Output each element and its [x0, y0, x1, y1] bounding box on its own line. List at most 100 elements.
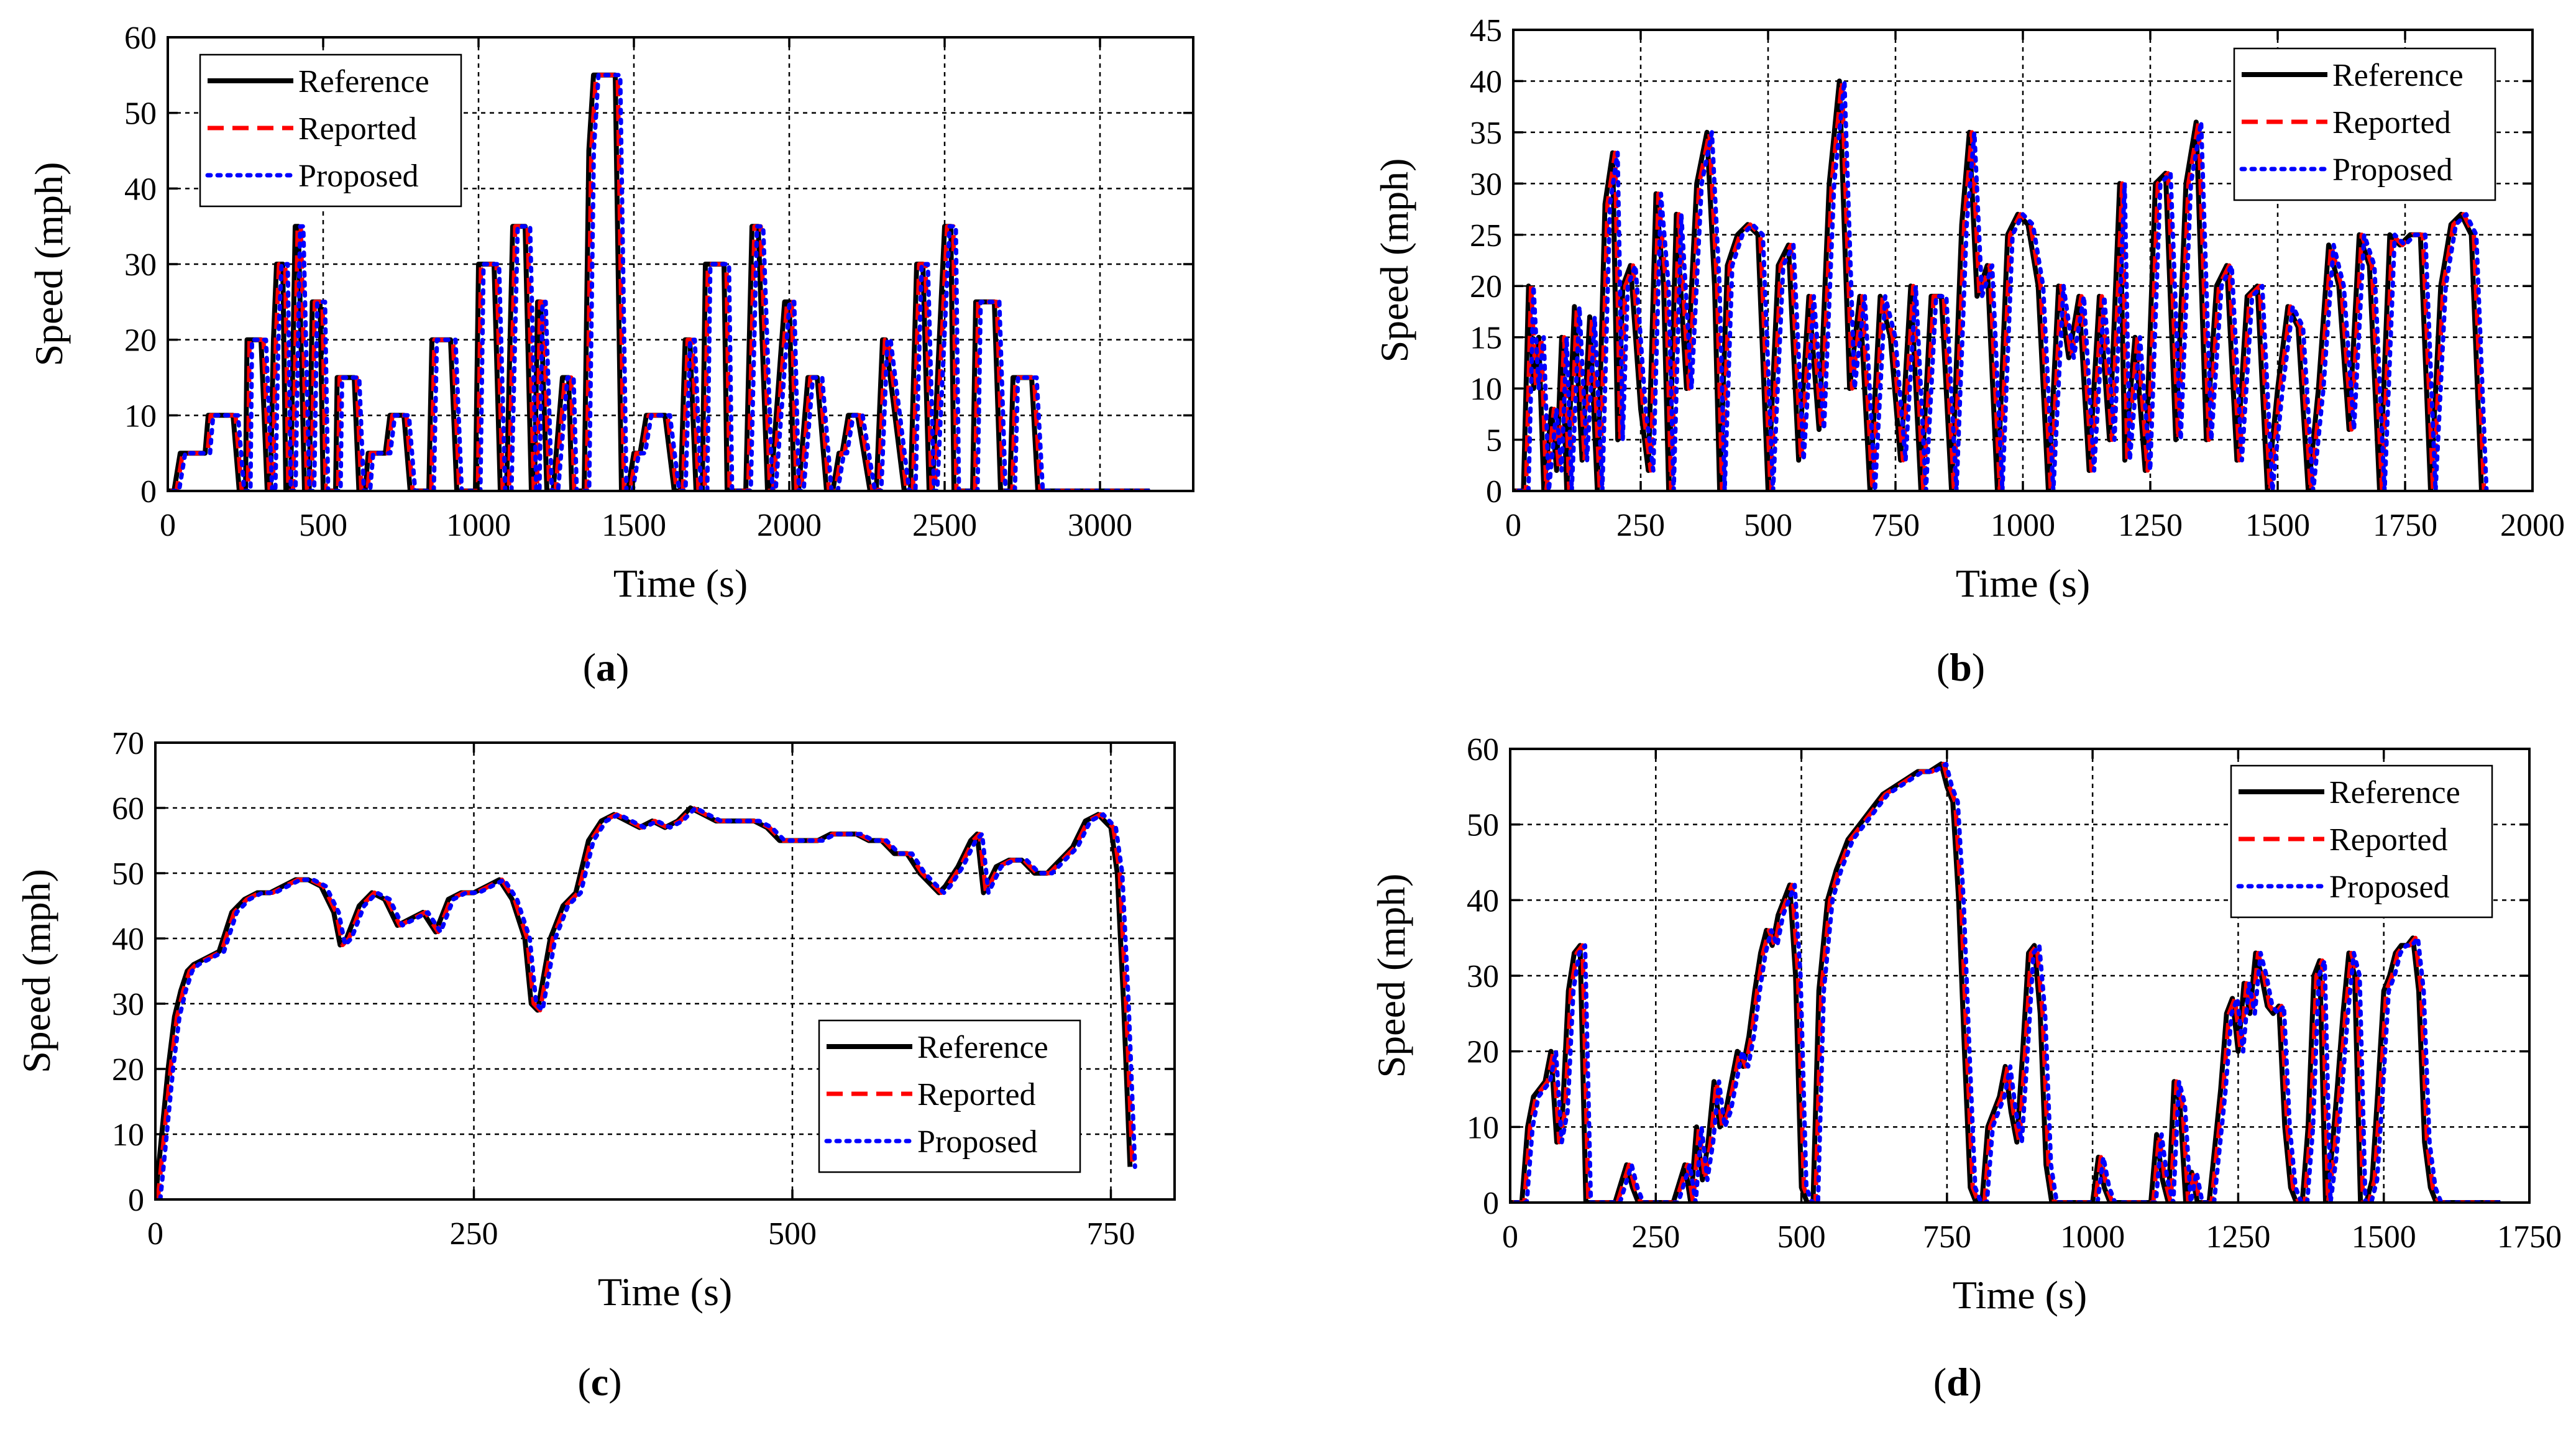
y-tick-label: 40	[1470, 64, 1502, 99]
panel-label: (d)	[1933, 1360, 1982, 1404]
y-tick-label: 15	[1470, 321, 1502, 356]
x-tick-label: 3000	[1068, 508, 1132, 543]
chart-panel-b: 0 250 500 750 1000 1250 1500 1750 2000 0 5 10 15 20 25…	[1372, 13, 2565, 689]
legend-label-reference: Reference	[917, 1030, 1048, 1065]
x-tick-label: 1250	[2118, 508, 2183, 543]
y-tick-label: 25	[1470, 218, 1502, 254]
x-tick-label: 1000	[446, 508, 511, 543]
y-tick-label: 5	[1486, 423, 1502, 459]
y-axis-label: Speed (mph)	[14, 869, 58, 1073]
series-line-proposed	[1516, 78, 2489, 491]
series-line-reference	[1513, 78, 2484, 491]
y-tick-label: 70	[112, 726, 144, 761]
x-axis-label: Time (s)	[1953, 1273, 2087, 1317]
y-tick-label: 10	[1467, 1110, 1499, 1145]
x-tick-label: 1000	[2060, 1219, 2125, 1255]
legend: Reference Reported Proposed	[2233, 47, 2496, 201]
legend-label-reported: Reported	[2329, 822, 2448, 858]
y-tick-label: 40	[124, 172, 157, 207]
x-tick-label: 2500	[912, 508, 977, 543]
y-tick-label: 50	[124, 96, 157, 132]
y-tick-label: 20	[124, 323, 157, 359]
y-tick-label: 30	[1470, 167, 1502, 202]
y-tick-label: 0	[128, 1183, 144, 1218]
legend-label-proposed: Proposed	[2332, 152, 2453, 188]
y-tick-label: 40	[112, 922, 144, 957]
legend: Reference Reported Proposed	[818, 1019, 1081, 1173]
series-line-reported	[170, 73, 1152, 491]
x-tick-label: 500	[1744, 508, 1792, 543]
legend-label-proposed: Proposed	[2329, 869, 2450, 905]
chart-panel-d: 0 250 500 750 1000 1250 1500 1750 0 10 20 30 40 50 60 T…	[1369, 732, 2562, 1404]
legend-label-proposed: Proposed	[298, 158, 419, 194]
y-tick-label: 30	[112, 987, 144, 1022]
x-tick-label: 0	[160, 508, 176, 543]
y-tick-label: 30	[1467, 959, 1499, 994]
y-tick-label: 50	[1467, 808, 1499, 843]
y-tick-label: 60	[124, 21, 157, 56]
legend-label-reference: Reference	[2329, 775, 2460, 810]
x-tick-label: 1250	[2206, 1219, 2270, 1255]
series-line-proposed	[1513, 761, 2508, 1203]
x-tick-label: 1000	[1991, 508, 2055, 543]
y-tick-label: 20	[1470, 269, 1502, 305]
x-tick-label: 0	[1505, 508, 1521, 543]
x-tick-label: 0	[1502, 1219, 1518, 1255]
y-axis-label: Speed (mph)	[27, 162, 71, 367]
x-tick-label: 250	[450, 1216, 498, 1252]
y-tick-label: 10	[124, 398, 157, 434]
y-tick-label: 0	[1483, 1186, 1499, 1221]
y-axis-label: Speed (mph)	[1369, 874, 1413, 1078]
legend: Reference Reported Proposed	[199, 53, 462, 208]
legend-label-proposed: Proposed	[917, 1124, 1038, 1160]
y-tick-label: 0	[140, 474, 157, 510]
y-tick-label: 30	[124, 247, 157, 283]
x-tick-label: 1750	[2497, 1219, 2562, 1255]
x-tick-label: 500	[768, 1216, 817, 1252]
series-line-proposed	[170, 73, 1157, 491]
chart-panel-a: 0 500 1000 1500 2000 2500 3000 0 10 20 30 40 50 60 Tim…	[27, 21, 1194, 689]
y-axis-label: Speed (mph)	[1372, 158, 1416, 363]
panel-label: (a)	[583, 645, 630, 689]
gridlines	[155, 741, 1175, 1199]
y-tick-label: 35	[1470, 116, 1502, 151]
x-tick-label: 2000	[757, 508, 822, 543]
legend-label-reference: Reference	[298, 64, 429, 99]
x-tick-label: 1500	[602, 508, 666, 543]
series-line-reported	[1513, 761, 2503, 1203]
series-line-proposed	[158, 805, 1137, 1199]
y-tick-label: 60	[1467, 732, 1499, 768]
x-axis-label: Time (s)	[613, 561, 748, 605]
x-tick-label: 750	[1923, 1219, 1971, 1255]
x-tick-label: 500	[299, 508, 347, 543]
x-tick-label: 750	[1087, 1216, 1135, 1252]
y-tick-label: 50	[112, 856, 144, 892]
x-axis-label: Time (s)	[598, 1270, 732, 1314]
x-tick-label: 250	[1631, 1219, 1680, 1255]
x-tick-label: 500	[1777, 1219, 1826, 1255]
legend-label-reference: Reference	[2332, 58, 2464, 93]
x-tick-label: 250	[1616, 508, 1665, 543]
panel-label: (b)	[1937, 645, 1985, 689]
y-tick-label: 0	[1486, 474, 1502, 510]
chart-panel-c: 0 250 500 750 0 10 20 30 40 50 60 70 Time (s) Speed (…	[14, 726, 1176, 1404]
y-tick-label: 20	[112, 1052, 144, 1088]
series-line-reported	[1516, 78, 2487, 491]
y-tick-label: 10	[1470, 372, 1502, 407]
x-tick-label: 1750	[2373, 508, 2437, 543]
x-tick-label: 750	[1871, 508, 1920, 543]
legend-label-reported: Reported	[2332, 105, 2451, 140]
y-tick-label: 20	[1467, 1035, 1499, 1070]
x-tick-label: 1500	[2245, 508, 2310, 543]
x-tick-label: 1500	[2352, 1219, 2416, 1255]
y-tick-label: 60	[112, 791, 144, 827]
legend-label-reported: Reported	[917, 1077, 1036, 1112]
plot-frame	[154, 741, 1176, 1201]
x-tick-label: 0	[147, 1216, 163, 1252]
y-tick-label: 10	[112, 1117, 144, 1153]
x-tick-label: 2000	[2500, 508, 2565, 543]
legend: Reference Reported Proposed	[2230, 764, 2493, 919]
legend-label-reported: Reported	[298, 111, 417, 147]
y-tick-label: 40	[1467, 883, 1499, 919]
